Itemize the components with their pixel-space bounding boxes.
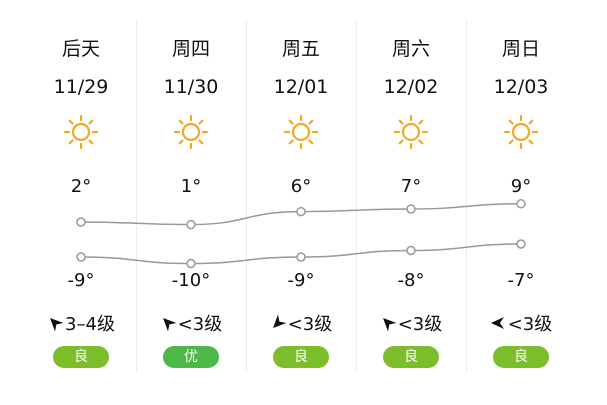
sun-icon [393,114,429,150]
high-temp: 6° [290,176,312,197]
forecast-day: 后天 11/29 2° -9° 3–4级 良 [26,20,136,372]
day-label: 周四 [171,38,210,60]
air-quality-badge[interactable]: 优 [163,346,219,368]
low-temp: -10° [171,270,211,291]
wind: <3级 [466,310,576,336]
wind-direction-arrow-icon [490,317,504,329]
wind: <3级 [356,310,466,336]
high-temp: 7° [400,176,422,197]
wind: 3–4级 [26,310,136,336]
forecast-day: 周六 12/02 7° -8° <3级 良 [356,20,466,372]
column-divider [136,20,137,372]
high-temp: 9° [510,176,532,197]
wind-level: <3级 [397,314,443,335]
forecast-day: 周四 11/30 1° -10° <3级 优 [136,20,246,372]
wind: <3级 [136,310,246,336]
date-label: 11/30 [163,76,219,98]
air-quality-badge[interactable]: 良 [273,346,329,368]
air-quality-badge[interactable]: 良 [493,346,549,368]
wind-direction-arrow-icon [162,318,177,332]
wind-direction-arrow-icon [272,314,287,328]
wind-direction-arrow-icon [50,318,64,332]
wind-level: <3级 [287,314,333,335]
date-label: 12/02 [383,76,439,98]
column-divider [356,20,357,372]
day-label: 周六 [391,38,430,60]
day-label: 后天 [61,38,100,60]
sun-icon [63,114,99,150]
wind-level: <3级 [507,314,553,335]
forecast-day: 周日 12/03 9° -7° <3级 良 [466,20,576,372]
wind-direction-arrow-icon [382,318,397,332]
day-label: 周日 [501,38,540,60]
air-quality-badge[interactable]: 良 [53,346,109,368]
low-temp: -9° [67,270,95,291]
date-label: 11/29 [53,76,109,98]
day-label: 周五 [281,38,320,60]
column-divider [466,20,467,372]
sun-icon [503,114,539,150]
wind: <3级 [246,310,356,336]
date-label: 12/01 [273,76,329,98]
air-quality-badge[interactable]: 良 [383,346,439,368]
forecast-day: 周五 12/01 6° -9° <3级 良 [246,20,356,372]
low-temp: -8° [397,270,425,291]
low-temp: -7° [507,270,535,291]
high-temp: 2° [70,176,92,197]
wind-level: 3–4级 [65,314,115,335]
column-divider [246,20,247,372]
high-temp: 1° [180,176,202,197]
sun-icon [173,114,209,150]
sun-icon [283,114,319,150]
date-label: 12/03 [493,76,549,98]
wind-level: <3级 [177,314,223,335]
low-temp: -9° [287,270,315,291]
